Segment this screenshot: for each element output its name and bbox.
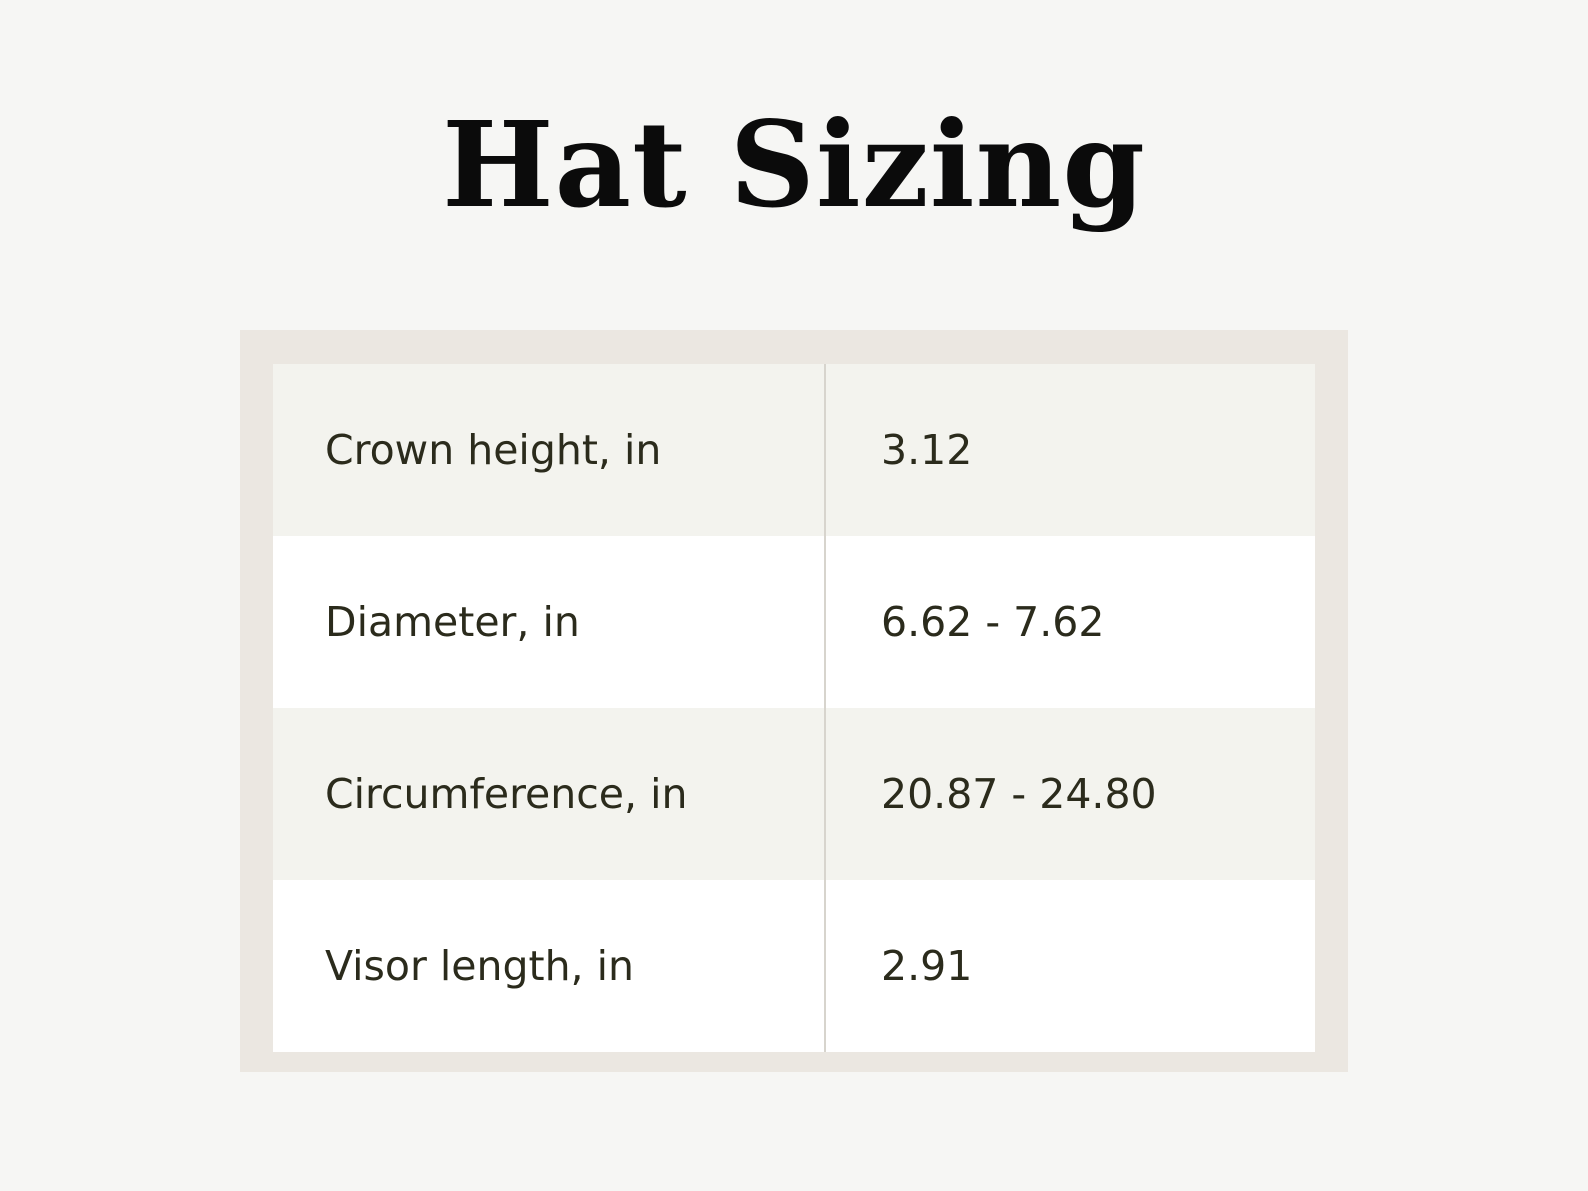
table-row: Visor length, in 2.91 — [273, 880, 1315, 1052]
size-table-frame: Crown height, in 3.12 Diameter, in 6.62 … — [240, 330, 1348, 1072]
table-row: Crown height, in 3.12 — [273, 364, 1315, 536]
table-row: Diameter, in 6.62 - 7.62 — [273, 536, 1315, 708]
measurement-value: 6.62 - 7.62 — [881, 598, 1105, 646]
measurement-value: 2.91 — [881, 942, 973, 990]
measurement-label: Crown height, in — [273, 364, 826, 536]
measurement-label: Diameter, in — [273, 536, 826, 708]
measurement-value: 3.12 — [881, 426, 973, 474]
table-row: Circumference, in 20.87 - 24.80 — [273, 708, 1315, 880]
measurement-label: Visor length, in — [273, 880, 826, 1052]
measurement-label: Circumference, in — [273, 708, 826, 880]
measurement-value: 20.87 - 24.80 — [881, 770, 1157, 818]
page-title: Hat Sizing — [442, 95, 1146, 234]
size-table: Crown height, in 3.12 Diameter, in 6.62 … — [273, 364, 1315, 1052]
